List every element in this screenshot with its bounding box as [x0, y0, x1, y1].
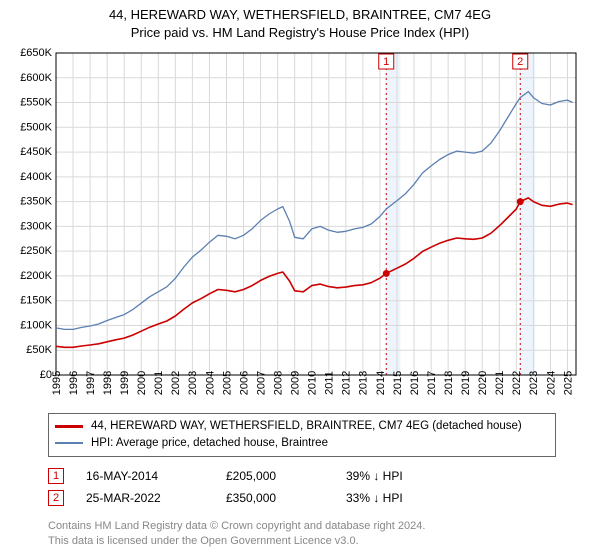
- svg-text:2004: 2004: [204, 371, 216, 395]
- svg-text:2019: 2019: [460, 371, 472, 395]
- footer-line-1: Contains HM Land Registry data © Crown c…: [48, 519, 556, 534]
- svg-text:1996: 1996: [68, 371, 80, 395]
- sale-row: 2 25-MAR-2022£350,00033% ↓ HPI: [48, 487, 556, 509]
- svg-text:1997: 1997: [85, 371, 97, 395]
- title-line-1: 44, HEREWARD WAY, WETHERSFIELD, BRAINTRE…: [0, 6, 600, 24]
- legend: 44, HEREWARD WAY, WETHERSFIELD, BRAINTRE…: [48, 413, 556, 457]
- title-line-2: Price paid vs. HM Land Registry's House …: [0, 24, 600, 42]
- svg-text:£500K: £500K: [20, 121, 52, 133]
- svg-text:2018: 2018: [443, 371, 455, 395]
- legend-swatch: [55, 442, 83, 444]
- svg-text:2023: 2023: [528, 371, 540, 395]
- svg-text:2021: 2021: [494, 371, 506, 395]
- svg-text:2002: 2002: [170, 371, 182, 395]
- svg-text:£50K: £50K: [26, 344, 52, 356]
- svg-text:2022: 2022: [511, 371, 523, 395]
- svg-text:2006: 2006: [238, 371, 250, 395]
- svg-text:£650K: £650K: [20, 47, 52, 59]
- sale-marker: 1: [48, 468, 64, 484]
- sale-date: 25-MAR-2022: [86, 491, 226, 505]
- svg-text:2020: 2020: [477, 371, 489, 395]
- footer: Contains HM Land Registry data © Crown c…: [48, 519, 556, 549]
- svg-text:2009: 2009: [290, 371, 302, 395]
- svg-text:2: 2: [517, 56, 523, 68]
- svg-text:£200K: £200K: [20, 270, 52, 282]
- svg-text:2015: 2015: [392, 371, 404, 395]
- sale-row: 1 16-MAY-2014£205,00039% ↓ HPI: [48, 465, 556, 487]
- sale-price: £205,000: [226, 469, 346, 483]
- sale-marker: 2: [48, 490, 64, 506]
- legend-swatch: [55, 425, 83, 428]
- svg-text:£600K: £600K: [20, 72, 52, 84]
- legend-label: 44, HEREWARD WAY, WETHERSFIELD, BRAINTRE…: [91, 418, 522, 435]
- svg-text:2007: 2007: [255, 371, 267, 395]
- legend-row: HPI: Average price, detached house, Brai…: [55, 435, 549, 452]
- svg-text:2016: 2016: [409, 371, 421, 395]
- svg-text:£150K: £150K: [20, 295, 52, 307]
- svg-text:£350K: £350K: [20, 196, 52, 208]
- svg-text:2008: 2008: [272, 371, 284, 395]
- sale-compare: 33% ↓ HPI: [346, 491, 403, 505]
- svg-text:£400K: £400K: [20, 171, 52, 183]
- svg-text:1995: 1995: [51, 371, 63, 395]
- price-chart: £0£50K£100K£150K£200K£250K£300K£350K£400…: [10, 45, 590, 407]
- svg-text:2014: 2014: [375, 371, 387, 395]
- legend-row: 44, HEREWARD WAY, WETHERSFIELD, BRAINTRE…: [55, 418, 549, 435]
- legend-label: HPI: Average price, detached house, Brai…: [91, 435, 328, 452]
- svg-text:1998: 1998: [102, 371, 114, 395]
- svg-text:2017: 2017: [426, 371, 438, 395]
- svg-text:2024: 2024: [545, 371, 557, 395]
- svg-text:2000: 2000: [136, 371, 148, 395]
- svg-text:2025: 2025: [562, 371, 574, 395]
- sale-compare: 39% ↓ HPI: [346, 469, 403, 483]
- svg-text:1999: 1999: [119, 371, 131, 395]
- svg-text:£450K: £450K: [20, 146, 52, 158]
- svg-text:2013: 2013: [358, 371, 370, 395]
- sales-table: 1 16-MAY-2014£205,00039% ↓ HPI 2 25-MAR-202…: [48, 465, 556, 509]
- svg-text:2012: 2012: [341, 371, 353, 395]
- chart-svg: £0£50K£100K£150K£200K£250K£300K£350K£400…: [10, 45, 590, 407]
- svg-text:1: 1: [383, 56, 389, 68]
- svg-text:£550K: £550K: [20, 97, 52, 109]
- svg-text:£100K: £100K: [20, 320, 52, 332]
- sale-date: 16-MAY-2014: [86, 469, 226, 483]
- svg-text:£300K: £300K: [20, 220, 52, 232]
- svg-text:2010: 2010: [307, 371, 319, 395]
- svg-text:2005: 2005: [221, 371, 233, 395]
- chart-title-block: 44, HEREWARD WAY, WETHERSFIELD, BRAINTRE…: [0, 0, 600, 45]
- svg-text:£250K: £250K: [20, 245, 52, 257]
- footer-line-2: This data is licensed under the Open Gov…: [48, 534, 556, 549]
- sale-price: £350,000: [226, 491, 346, 505]
- svg-text:2001: 2001: [153, 371, 165, 395]
- svg-text:2003: 2003: [187, 371, 199, 395]
